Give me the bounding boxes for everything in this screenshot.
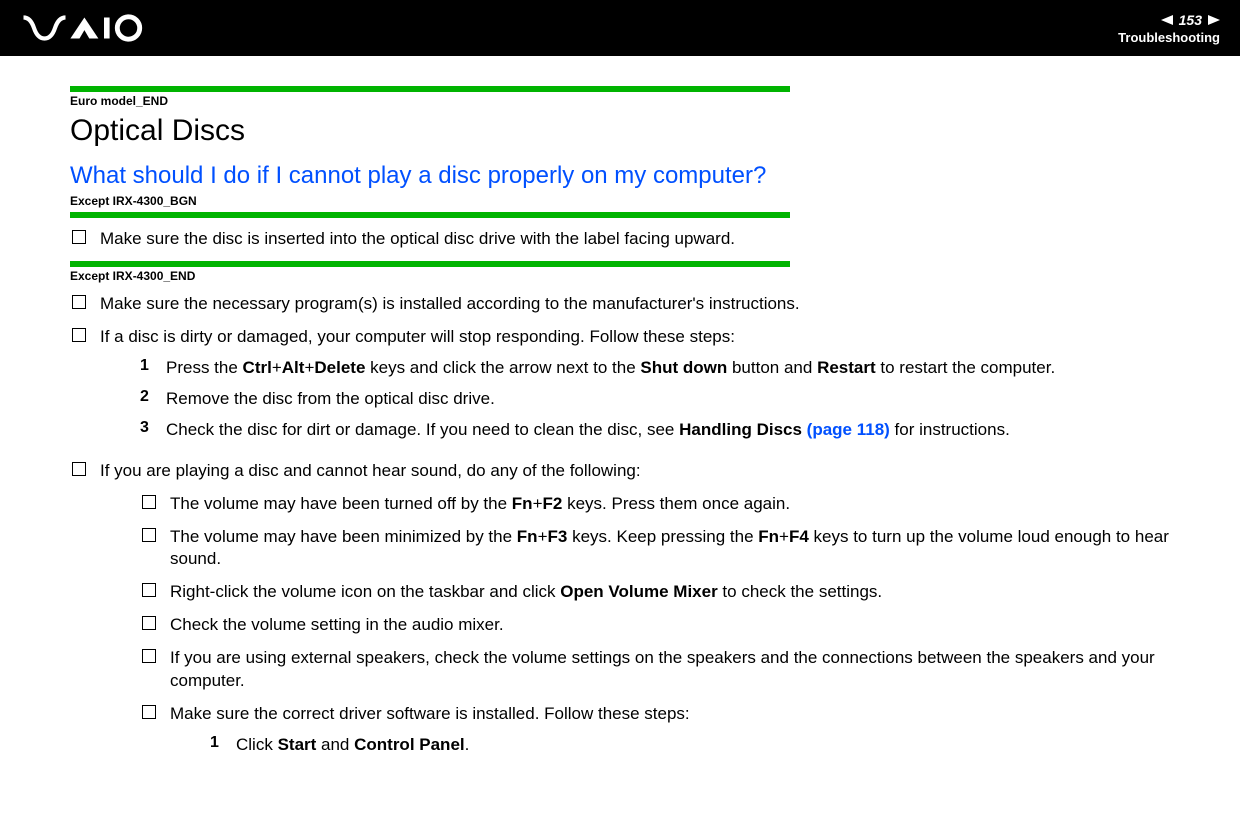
list-item: If you are using external speakers, chec… bbox=[140, 647, 1170, 693]
page-link[interactable]: (page 118) bbox=[807, 420, 890, 439]
box-bullet-icon bbox=[74, 297, 86, 309]
box-bullet-icon bbox=[144, 707, 156, 719]
vaio-logo bbox=[20, 13, 160, 43]
bullet-text: If you are playing a disc and cannot hea… bbox=[100, 461, 641, 480]
box-bullet-icon bbox=[144, 585, 156, 597]
marker-bgn: Except IRX-4300_BGN bbox=[70, 194, 1170, 208]
bullet-text: Make sure the necessary program(s) is in… bbox=[100, 293, 800, 316]
list-item: The volume may have been turned off by t… bbox=[140, 493, 1170, 516]
step-text: Remove the disc from the optical disc dr… bbox=[166, 388, 495, 411]
marker-euro-end: Euro model_END bbox=[70, 94, 790, 108]
section-title: Optical Discs bbox=[70, 114, 1170, 148]
step-number: 2 bbox=[140, 388, 166, 406]
sub-text: The volume may have been minimized by th… bbox=[170, 526, 1170, 572]
box-bullet-icon bbox=[74, 330, 86, 342]
step-number: 1 bbox=[140, 357, 166, 375]
box-bullet-icon bbox=[144, 618, 156, 630]
box-bullet-icon bbox=[74, 464, 86, 476]
green-divider bbox=[70, 261, 790, 267]
list-item: 1 Click Start and Control Panel. bbox=[210, 734, 1170, 757]
list-item: If a disc is dirty or damaged, your comp… bbox=[70, 326, 1170, 450]
list-item: Right-click the volume icon on the taskb… bbox=[140, 581, 1170, 604]
step-text: Press the Ctrl+Alt+Delete keys and click… bbox=[166, 357, 1055, 380]
prev-page-arrow[interactable] bbox=[1161, 15, 1173, 25]
list-item: 3 Check the disc for dirt or damage. If … bbox=[140, 419, 1170, 442]
list-item: 1 Press the Ctrl+Alt+Delete keys and cli… bbox=[140, 357, 1170, 380]
sub-text: If you are using external speakers, chec… bbox=[170, 647, 1170, 693]
step-text: Click Start and Control Panel. bbox=[236, 734, 469, 757]
list-item: Check the volume setting in the audio mi… bbox=[140, 614, 1170, 637]
page-number: 153 bbox=[1179, 12, 1202, 28]
bullet-text: Make sure the disc is inserted into the … bbox=[100, 228, 735, 251]
box-bullet-icon bbox=[144, 651, 156, 663]
list-item: Make sure the disc is inserted into the … bbox=[70, 228, 1170, 251]
green-divider bbox=[70, 86, 790, 92]
page-header: 153 Troubleshooting bbox=[0, 0, 1240, 56]
list-item: The volume may have been minimized by th… bbox=[140, 526, 1170, 572]
sub-text: The volume may have been turned off by t… bbox=[170, 493, 790, 516]
page-content: Euro model_END Optical Discs What should… bbox=[0, 56, 1240, 805]
sub-text: Check the volume setting in the audio mi… bbox=[170, 614, 504, 637]
sub-text: Right-click the volume icon on the taskb… bbox=[170, 581, 882, 604]
box-bullet-icon bbox=[74, 232, 86, 244]
green-divider bbox=[70, 212, 790, 218]
question-heading: What should I do if I cannot play a disc… bbox=[70, 162, 1170, 190]
list-item: Make sure the necessary program(s) is in… bbox=[70, 293, 1170, 316]
step-number: 3 bbox=[140, 419, 166, 437]
list-item: If you are playing a disc and cannot hea… bbox=[70, 460, 1170, 775]
next-page-arrow[interactable] bbox=[1208, 15, 1220, 25]
marker-end: Except IRX-4300_END bbox=[70, 269, 1170, 283]
list-item: 2 Remove the disc from the optical disc … bbox=[140, 388, 1170, 411]
bullet-text: If a disc is dirty or damaged, your comp… bbox=[100, 327, 735, 346]
page-nav: 153 bbox=[1118, 12, 1220, 28]
box-bullet-icon bbox=[144, 530, 156, 542]
box-bullet-icon bbox=[144, 497, 156, 509]
step-text: Check the disc for dirt or damage. If yo… bbox=[166, 419, 1010, 442]
sub-text: Make sure the correct driver software is… bbox=[170, 704, 690, 723]
section-label: Troubleshooting bbox=[1118, 30, 1220, 45]
list-item: Make sure the correct driver software is… bbox=[140, 703, 1170, 765]
step-number: 1 bbox=[210, 734, 236, 752]
